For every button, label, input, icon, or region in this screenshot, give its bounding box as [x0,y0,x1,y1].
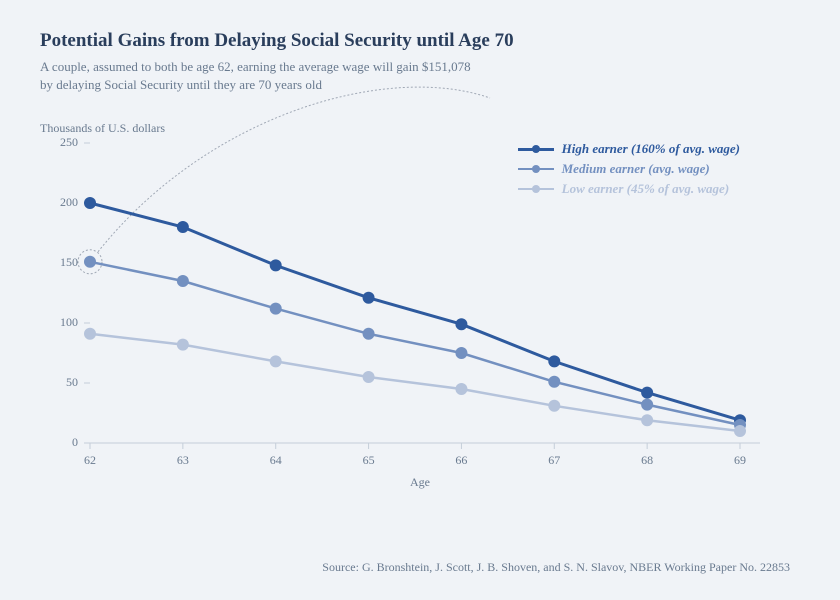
legend-line-icon [518,188,554,191]
legend-line-icon [518,168,554,171]
legend-item: Low earner (45% of avg. wage) [518,181,740,197]
x-axis-title: Age [410,475,430,490]
legend: High earner (160% of avg. wage) Medium ea… [518,141,740,201]
chart-container: Potential Gains from Delaying Social Sec… [0,0,840,600]
y-tick-label: 0 [40,435,78,450]
x-tick-label: 65 [363,453,375,468]
x-tick-label: 69 [734,453,746,468]
legend-item: High earner (160% of avg. wage) [518,141,740,157]
legend-dot-icon [532,145,540,153]
x-tick-label: 63 [177,453,189,468]
chart-title: Potential Gains from Delaying Social Sec… [40,30,800,52]
legend-dot-icon [532,165,540,173]
legend-label: High earner (160% of avg. wage) [562,141,740,157]
legend-label: Low earner (45% of avg. wage) [562,181,730,197]
legend-item: Medium earner (avg. wage) [518,161,740,177]
chart-subtitle: A couple, assumed to both be age 62, ear… [40,58,800,93]
x-tick-label: 64 [270,453,282,468]
chart-area: Thousands of U.S. dollars 05010015020025… [40,113,800,513]
legend-line-icon [518,148,554,151]
x-tick-label: 68 [641,453,653,468]
x-tick-label: 66 [455,453,467,468]
source-text: Source: G. Bronshtein, J. Scott, J. B. S… [322,560,790,575]
y-tick-label: 250 [40,135,78,150]
y-tick-label: 200 [40,195,78,210]
subtitle-line-1: A couple, assumed to both be age 62, ear… [40,59,471,74]
y-tick-label: 100 [40,315,78,330]
legend-dot-icon [532,185,540,193]
y-tick-label: 50 [40,375,78,390]
legend-label: Medium earner (avg. wage) [562,161,710,177]
subtitle-line-2: by delaying Social Security until they a… [40,77,322,92]
x-tick-label: 67 [548,453,560,468]
x-tick-label: 62 [84,453,96,468]
y-tick-label: 150 [40,255,78,270]
